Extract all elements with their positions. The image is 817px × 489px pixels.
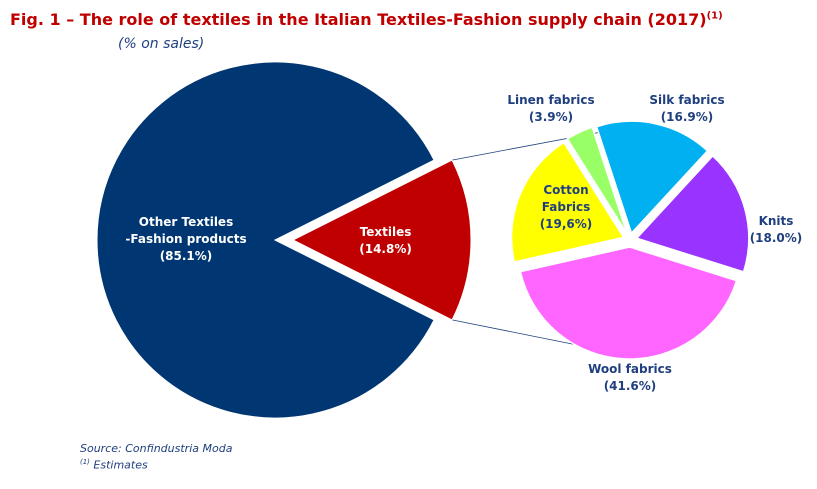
slice-other-textiles-fashion-products [96, 61, 435, 419]
slice-textiles [291, 159, 472, 321]
main-pie [96, 61, 472, 419]
slice-silk-fabrics [595, 120, 709, 235]
estimates-note-text: Estimates [89, 458, 148, 472]
slice-knits [635, 154, 750, 273]
slice-cotton-fabrics [510, 141, 625, 263]
chart-title: Fig. 1 – The role of textiles in the Ita… [10, 10, 723, 29]
label-cotton-fabrics: Cotton Fabrics (19,6%) [540, 183, 593, 231]
label-textiles: Textiles (14.8%) [359, 225, 412, 256]
slice-linen-fabrics [566, 126, 628, 235]
sub-pie [510, 120, 750, 360]
label-linen-fabrics: Linen fabrics (3.9%) [507, 93, 594, 124]
source-note: Source: Confindustria Moda [80, 442, 233, 455]
slice-wool-fabrics [519, 246, 738, 360]
estimates-note-marker: (1) [80, 458, 90, 466]
title-footnote-marker: (1) [706, 10, 723, 22]
label-wool-fabrics: Wool fabrics (41.6%) [588, 362, 672, 393]
chart-subtitle: (% on sales) [118, 36, 205, 52]
label-silk-fabrics: Silk fabrics (16.9%) [649, 93, 724, 124]
slice-labels: Textiles (14.8%) Other Textiles -Fashion pr… [125, 93, 802, 393]
label-other-textiles-fashion-products: Other Textiles -Fashion products (85.1%) [125, 215, 246, 263]
estimates-note: (1) Estimates [80, 458, 148, 472]
label-knits: Knits (18.0%) [750, 214, 803, 245]
